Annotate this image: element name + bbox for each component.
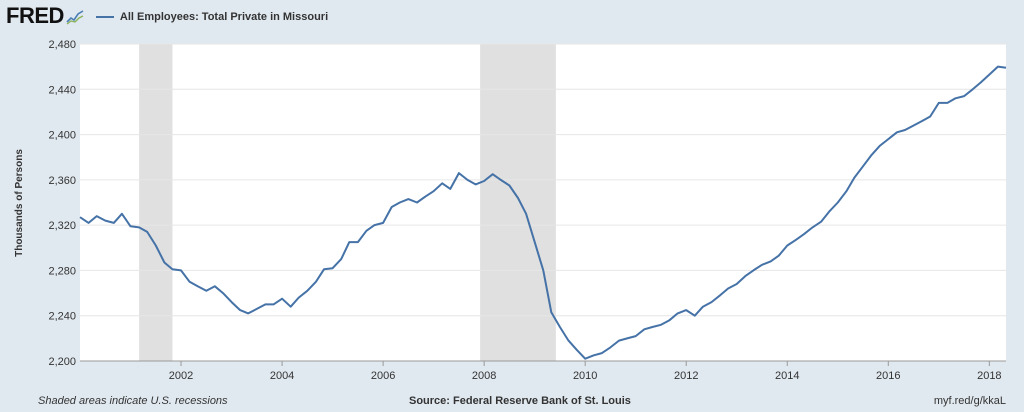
x-tick-label: 2002 (169, 370, 193, 382)
y-tick-label: 2,400 (48, 130, 76, 142)
recession-band-0 (139, 44, 173, 361)
recession-band-1 (480, 44, 556, 361)
chart-footer: Shaded areas indicate U.S. recessions So… (0, 392, 1024, 410)
x-tick-label: 2016 (876, 370, 900, 382)
y-tick-label: 2,320 (48, 220, 76, 232)
recession-bands (139, 44, 556, 361)
series-line-0 (79, 65, 1007, 360)
series-layer (79, 65, 1007, 360)
y-axis-label: Thousands of Persons (14, 149, 25, 257)
legend: All Employees: Total Private in Missouri (95, 11, 329, 23)
y-tick-label: 2,240 (48, 311, 76, 323)
fred-chart-icon (65, 9, 84, 25)
fred-logo[interactable]: FRED (6, 3, 64, 28)
x-tick-label: 2012 (674, 370, 698, 382)
legend-swatch (95, 16, 114, 18)
source-text: Source: Federal Reserve Bank of St. Loui… (409, 395, 631, 407)
y-tick-label: 2,440 (48, 84, 76, 96)
x-tick-label: 2018 (977, 370, 1001, 382)
y-tick-label: 2,360 (48, 175, 76, 187)
x-tick-label: 2006 (371, 370, 395, 382)
x-tick-label: 2008 (472, 370, 496, 382)
y-axis-ticks: 2,200 2,240 2,280 2,320 2,360 2,400 2,440 2,480 (48, 39, 76, 368)
y-tick-label: 2,200 (48, 356, 76, 368)
recession-note: Shaded areas indicate U.S. recessions (38, 395, 228, 407)
y-tick-label: 2,480 (48, 39, 76, 51)
y-tick-label: 2,280 (48, 265, 76, 277)
short-link[interactable]: myf.red/g/kkaL (933, 395, 1006, 407)
x-tick-label: 2010 (573, 370, 597, 382)
legend-label: All Employees: Total Private in Missouri (119, 11, 329, 23)
chart-header: FRED All Employees: Total Private in Mis… (6, 4, 328, 28)
x-tick-label: 2014 (775, 370, 799, 382)
x-axis-ticks: 2002 2004 2006 2008 2010 2012 2014 2016 2018 (80, 360, 1006, 382)
x-tick-label: 2004 (270, 370, 294, 382)
